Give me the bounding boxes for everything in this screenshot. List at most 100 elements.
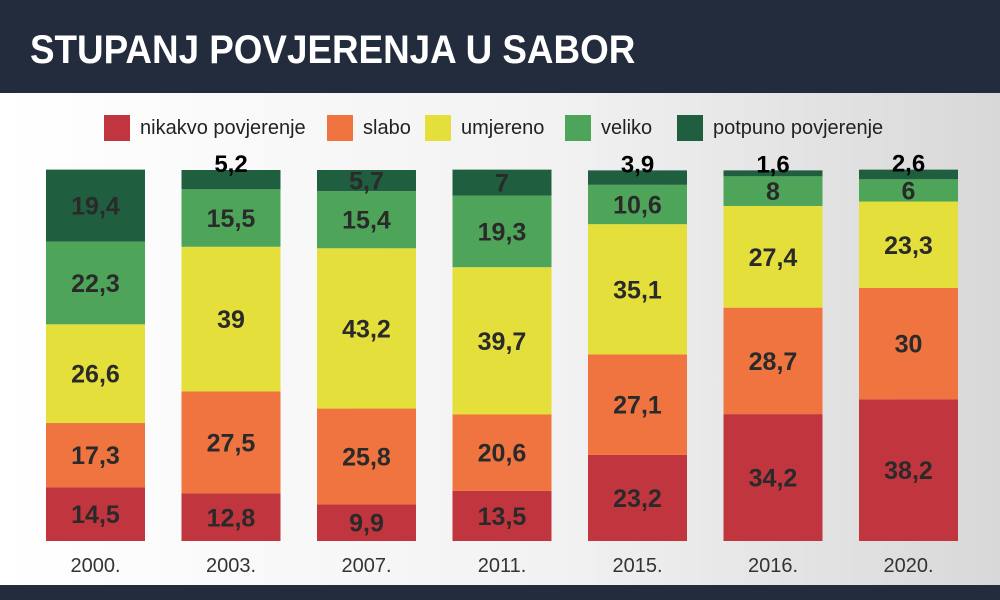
bar-segment-veliko xyxy=(46,241,145,325)
bar-value-label: 12,8 xyxy=(207,504,256,532)
legend-item-potpuno: potpuno povjerenje xyxy=(677,112,883,144)
bar-value-label: 22,3 xyxy=(71,270,120,298)
bar-value-label: 5,7 xyxy=(349,168,384,196)
legend-label-nikakvo: nikakvo povjerenje xyxy=(140,116,306,139)
bar-segment-umjereno xyxy=(317,248,416,409)
bar-value-label: 39,7 xyxy=(478,328,527,356)
bar-value-label: 27,4 xyxy=(749,244,798,272)
bar-segment-umjereno xyxy=(588,224,687,355)
bar-segment-veliko xyxy=(317,191,416,249)
bar-value-label: 39 xyxy=(217,306,245,334)
bar-value-label: 30 xyxy=(895,331,923,359)
bar-segment-nikakvo xyxy=(317,504,416,541)
bar-value-label: 5,2 xyxy=(214,151,247,178)
bar-segment-potpuno xyxy=(723,170,823,177)
bar-value-label: 27,1 xyxy=(613,392,662,420)
bar-segment-slabo xyxy=(452,414,552,491)
bar-value-label: 9,9 xyxy=(349,510,384,538)
bar-value-label: 23,2 xyxy=(613,485,662,513)
legend: nikakvo povjerenje slabo umjereno veliko… xyxy=(0,112,1000,144)
x-tick-label: 2020. xyxy=(883,555,933,577)
x-tick-label: 2000. xyxy=(70,555,120,577)
bar-segment-slabo xyxy=(181,391,281,494)
bar-value-label: 7 xyxy=(495,170,509,198)
bar-group-2015: 23,2 27,1 35,1 10,6 3,9 xyxy=(588,151,687,541)
bar-segment-slabo xyxy=(46,423,145,488)
bar-value-label: 17,3 xyxy=(71,442,120,470)
bar-segment-veliko xyxy=(859,179,958,202)
bar-segment-potpuno xyxy=(181,170,281,190)
legend-item-nikakvo: nikakvo povjerenje xyxy=(104,112,306,144)
bar-segment-umjereno xyxy=(46,324,145,424)
bar-segment-umjereno xyxy=(452,267,552,415)
bar-segment-slabo xyxy=(859,287,958,400)
x-tick-label: 2011. xyxy=(478,555,527,577)
bar-value-label: 35,1 xyxy=(613,276,662,304)
bar-value-label: 38,2 xyxy=(884,457,933,485)
legend-item-veliko: veliko xyxy=(565,112,652,144)
bar-value-label: 2,6 xyxy=(892,151,925,178)
bar-segment-potpuno xyxy=(317,170,416,192)
header-bar: STUPANJ POVJERENJA U SABOR xyxy=(0,0,1000,93)
legend-swatch-umjereno xyxy=(425,115,451,141)
bar-segment-potpuno xyxy=(46,169,145,242)
bar-group-2007: 9,9 25,8 43,2 15,4 5,7 xyxy=(317,168,416,541)
bar-value-label: 6 xyxy=(902,177,916,205)
legend-swatch-potpuno xyxy=(677,115,703,141)
bar-value-label: 23,3 xyxy=(884,232,933,260)
legend-label-umjereno: umjereno xyxy=(461,116,545,139)
bar-segment-potpuno xyxy=(859,169,958,180)
bar-segment-slabo xyxy=(588,354,687,455)
bar-segment-veliko xyxy=(723,176,823,206)
bar-segment-potpuno xyxy=(588,170,687,185)
footer-bar xyxy=(0,585,1000,600)
x-tick-label: 2003. xyxy=(206,555,256,577)
bar-value-label: 15,5 xyxy=(207,205,256,233)
bar-segment-slabo xyxy=(723,307,823,415)
bar-group-2016: 34,2 28,7 27,4 81,6 xyxy=(723,151,823,541)
bar-value-label: 25,8 xyxy=(342,443,391,471)
x-tick-label: 2016. xyxy=(748,555,798,577)
bar-value-label: 19,4 xyxy=(71,193,120,221)
bar-value-label: 26,6 xyxy=(71,361,120,389)
legend-label-slabo: slabo xyxy=(363,116,411,139)
bar-group-2020: 38,2 30 23,3 62,6 xyxy=(859,151,958,541)
bar-segment-umjereno xyxy=(181,246,281,392)
legend-item-slabo: slabo xyxy=(327,112,411,144)
bar-segment-nikakvo xyxy=(723,414,823,541)
bar-value-label: 3,9 xyxy=(621,151,654,178)
bar-segment-nikakvo xyxy=(859,399,958,541)
bar-value-label: 13,5 xyxy=(478,503,527,531)
bar-segment-umjereno xyxy=(859,201,958,288)
bar-value-label: 43,2 xyxy=(342,315,391,343)
legend-swatch-slabo xyxy=(327,115,353,141)
legend-swatch-nikakvo xyxy=(104,115,130,141)
bar-value-label: 14,5 xyxy=(71,501,120,529)
legend-swatch-veliko xyxy=(565,115,591,141)
bar-value-label: 10,6 xyxy=(613,192,662,220)
bar-segment-potpuno xyxy=(452,169,552,196)
bar-value-label: 15,4 xyxy=(342,207,391,235)
bar-segment-umjereno xyxy=(723,205,823,308)
legend-label-veliko: veliko xyxy=(601,116,653,139)
bar-value-label: 1,6 xyxy=(756,151,789,178)
bar-segment-nikakvo xyxy=(46,487,145,541)
bar-group-2011: 13,5 20,6 39,7 19,3 7 xyxy=(452,169,552,541)
bar-value-label: 34,2 xyxy=(749,465,798,493)
bar-group-2000: 14,5 17,3 26,6 22,3 19,4 xyxy=(46,169,145,541)
bar-segment-slabo xyxy=(317,408,416,505)
bar-value-label: 27,5 xyxy=(207,429,256,457)
legend-label-potpuno: potpuno povjerenje xyxy=(713,116,884,139)
bar-segment-veliko xyxy=(181,189,281,247)
bar-value-label: 28,7 xyxy=(749,348,798,376)
bar-segment-veliko xyxy=(452,195,552,268)
bar-value-label: 20,6 xyxy=(478,440,527,468)
legend-item-umjereno: umjereno xyxy=(425,112,544,144)
bar-value-label: 19,3 xyxy=(478,218,527,246)
x-tick-label: 2015. xyxy=(612,555,662,577)
x-tick-label: 2007. xyxy=(341,555,391,577)
bar-value-label: 8 xyxy=(766,178,780,206)
bar-segment-nikakvo xyxy=(452,490,552,541)
bar-group-2003: 12,8 27,5 39 15,5 5,2 xyxy=(181,151,281,541)
